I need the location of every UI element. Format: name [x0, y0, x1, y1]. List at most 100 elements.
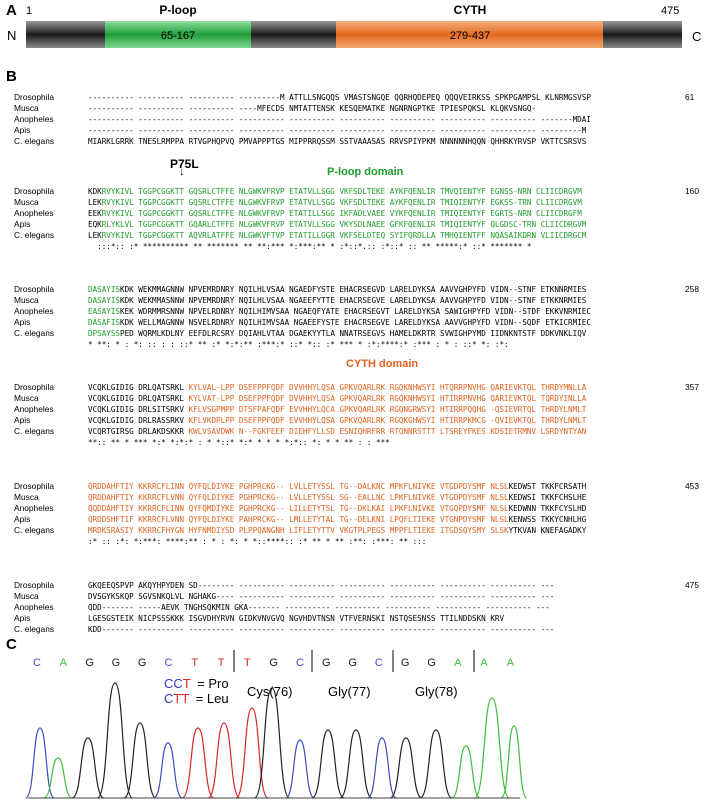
- species-name: Apis: [14, 317, 31, 327]
- trace-peak: [500, 725, 528, 799]
- alignment-row: Apis VCQKLGIDIG DRLRASSRKV KFLVKDPLPP DSE…: [14, 415, 586, 426]
- sequence: QRDDAHFTIY KKRRCFLVNN QYFQLDIYKE PGHPRCK…: [88, 492, 586, 503]
- alignment-row: Musca DASAYISKDK WEKMMASNNW NPVEMRDNRY NQ…: [14, 295, 586, 306]
- species-name: Musca: [14, 393, 39, 403]
- alignment-row: Apis QRDDSHFTIF KKRRCFLVNN QYFQLDIYKE PAH…: [14, 514, 586, 525]
- consensus-symbols: :::*:: :* ********** ** ******* ** **:**…: [88, 242, 532, 251]
- panel-b-label: B: [6, 68, 17, 85]
- ploop-name: P-loop: [159, 3, 196, 17]
- alignment-block: Drosophila GKQEEQSPVP AKQYHPYDEN SD------…: [14, 580, 699, 635]
- sequence: KDD------- ---------- ---------- -------…: [88, 624, 554, 635]
- sequence: MIARKLGRRK TNESLRMPPA RTVGPHQPVQ PMVAPPP…: [88, 136, 586, 147]
- trace-peak: [253, 687, 291, 799]
- species-name: Anopheles: [14, 503, 54, 513]
- n-terminus: N: [7, 28, 16, 43]
- consensus-symbols: * **: * : *: :: : : ::* ** :* *:*:** :**…: [88, 340, 509, 349]
- sequence-segment: LEK: [88, 198, 102, 207]
- sequence-segment: PED WQRMLKDLNY EEFDLRCSRY DQIAHLVTAA DGA…: [120, 329, 587, 338]
- species-name: Musca: [14, 197, 39, 207]
- base-call: A: [454, 657, 462, 669]
- base-call: G: [269, 657, 278, 669]
- sequence: ---------- ---------- ---------- -------…: [88, 125, 586, 136]
- base-call: G: [401, 657, 410, 669]
- sequence: DVSGYKSKQP SGVSNKQLVL NGHAKG---- -------…: [88, 591, 554, 602]
- sequence: QQDDAHFTIY KKRRCFLINN QYFQMDIYKE PGHPRCK…: [88, 503, 586, 514]
- sequence-segment: KEDWSI TKKFCHSLHE: [508, 493, 587, 502]
- species-name: C. elegans: [14, 624, 55, 634]
- sequence-segment: ---------- ---------- ---------- ----MFE…: [88, 104, 537, 113]
- consensus-row: **:: ** * *** *:* *:*:* : * *::* *:* * *…: [14, 437, 390, 448]
- species-name: Apis: [14, 415, 31, 425]
- species-name: Anopheles: [14, 404, 54, 414]
- sequence-segment: VCQKLGIDIG DRLQATSRKL: [88, 383, 189, 392]
- alignment-row: Drosophila GKQEEQSPVP AKQYHPYDEN SD------…: [14, 580, 699, 591]
- trace-peak: [419, 729, 453, 799]
- species-name: Drosophila: [14, 186, 55, 196]
- sequence-segment: QRDDSHFTIF KKRRCFLVNN QYFQLDIYKE PAHPRCK…: [88, 515, 509, 524]
- sequence-segment: DASAFIS: [88, 318, 121, 327]
- base-call: G: [112, 657, 121, 669]
- species-name: Apis: [14, 514, 31, 524]
- species-name: Anopheles: [14, 306, 54, 316]
- base-call: C: [375, 657, 383, 669]
- base-call: G: [138, 657, 147, 669]
- sequence: VCQKLGIDIG DRLQATSRKL KYLVAL-LPP DSEFPPF…: [88, 382, 586, 393]
- species-name: Drosophila: [14, 382, 55, 392]
- alignment-row: Drosophila KDKRVYKIVL TGGPCGGKTT GQSRLCTF…: [14, 186, 699, 197]
- sequence: VCQKLGIDIG DRLSITSRKV KFLVSGPMPP DTSFPAF…: [88, 404, 586, 415]
- alignment-row: Drosophila ---------- ---------- --------…: [14, 92, 694, 103]
- panel-c-label: C: [6, 636, 17, 653]
- trace-peak: [71, 737, 105, 799]
- base-call: G: [322, 657, 331, 669]
- sequence-segment: VCQKLGIDIG DRLQATSRKL: [88, 394, 189, 403]
- alignment-row: C. elegans MIARKLGRRK TNESLRMPPA RTVGPHQP…: [14, 136, 586, 147]
- sequence-segment: KEDWNN TKKFCYSLHD: [508, 504, 587, 513]
- species-name: C. elegans: [14, 136, 55, 146]
- sequence-segment: KDD------- ---------- ---------- -------…: [88, 625, 555, 634]
- consensus-row: :* :: :*: *:***: ****:** : * : *: * *::*…: [14, 536, 426, 547]
- species-name: Drosophila: [14, 92, 55, 102]
- sequence: DASAFISKDK WELLMAGNNW NSVELRDNRY NQILHIM…: [88, 317, 591, 328]
- base-call: A: [60, 657, 68, 669]
- panel-a-label: A: [6, 2, 17, 19]
- trace-peak: [367, 737, 397, 799]
- sequence: QDD------- -----AEVK TNGHSQKMIN GKA-----…: [88, 602, 550, 613]
- sequence-segment: KYLVAL-LPP DSEFPPFQDF DVVHHYLQSA GPKVQAR…: [188, 383, 587, 392]
- ploop-domain-box: [105, 21, 251, 48]
- ploop-range: 65-167: [161, 30, 195, 42]
- alignment-row: Musca QRDDAHFTIY KKRRCFLVNN QYFQLDIYKE PG…: [14, 492, 586, 503]
- sequence: KDKRVYKIVL TGGPCGGKTT GQSRLCTFFE NLGWKVF…: [88, 186, 582, 197]
- residue-count: 61: [685, 92, 695, 102]
- alignment-row: Drosophila VCQKLGIDIG DRLQATSRKL KYLVAL-L…: [14, 382, 699, 393]
- trace-peak: [207, 722, 241, 799]
- sequence: ---------- ---------- ---------- -------…: [88, 92, 591, 103]
- cyth-domain-box: [336, 21, 603, 48]
- species-name: C. elegans: [14, 230, 55, 240]
- sequence-segment: YTKVAN KNEFAGADKY: [508, 526, 587, 535]
- alignment-row: C. elegans DPSAYSSPED WQRMLKDLNY EEFDLRCS…: [14, 328, 586, 339]
- species-name: C. elegans: [14, 328, 55, 338]
- sequence-segment: ---------- ---------- ---------- -------…: [88, 93, 591, 102]
- trace-peak: [123, 722, 157, 799]
- sequence-segment: KDK WEKMMASNNW NPVEMRDNRY NQILHLVSAA NGA…: [120, 296, 587, 305]
- sequence-segment: MIARKLGRRK TNESLRMPPA RTVGPHQPVQ PMVAPPP…: [88, 137, 587, 146]
- trace-peak: [43, 757, 73, 799]
- base-call: T: [191, 657, 198, 669]
- alignment-row: Anopheles EASAYISKEK WDRMMRSNNW NPVELRDNR…: [14, 306, 591, 317]
- sequence: ---------- ---------- ---------- ----MFE…: [88, 103, 536, 114]
- alignment-row: Anopheles QDD------- -----AEVK TNGHSQKMIN…: [14, 602, 550, 613]
- sequence-segment: QRDDAHFTIY KKRRCFLINN QYFQLDIYKE PGHPRCK…: [88, 482, 509, 491]
- alignment-row: Musca LEKRVYKIVL TGGPCGGKTT GQSRLCTFFE NL…: [14, 197, 582, 208]
- sequence-segment: MRDKSRASIY KKRRCFHYGN HYFNMDIYSD PLPPQAN…: [88, 526, 509, 535]
- species-name: Anopheles: [14, 208, 54, 218]
- sequence: ---------- ---------- ---------- -------…: [88, 114, 591, 125]
- base-call: A: [507, 657, 515, 669]
- sequence-segment: VCQKLGIDIG DRLSITSRKV: [88, 405, 189, 414]
- alignment-row: Musca DVSGYKSKQP SGVSNKQLVL NGHAKG---- --…: [14, 591, 554, 602]
- base-call: C: [33, 657, 41, 669]
- alignment-row: C. elegans MRDKSRASIY KKRRCFHYGN HYFNMDIY…: [14, 525, 586, 536]
- consensus-row: * **: * : *: :: : : ::* ** :* *:*:** :**…: [14, 339, 509, 350]
- aa-label-gly77: Gly(77): [328, 684, 371, 699]
- alignment-row: Drosophila DASAYISKDK WEKMMAGNNW NPVEMRDN…: [14, 284, 699, 295]
